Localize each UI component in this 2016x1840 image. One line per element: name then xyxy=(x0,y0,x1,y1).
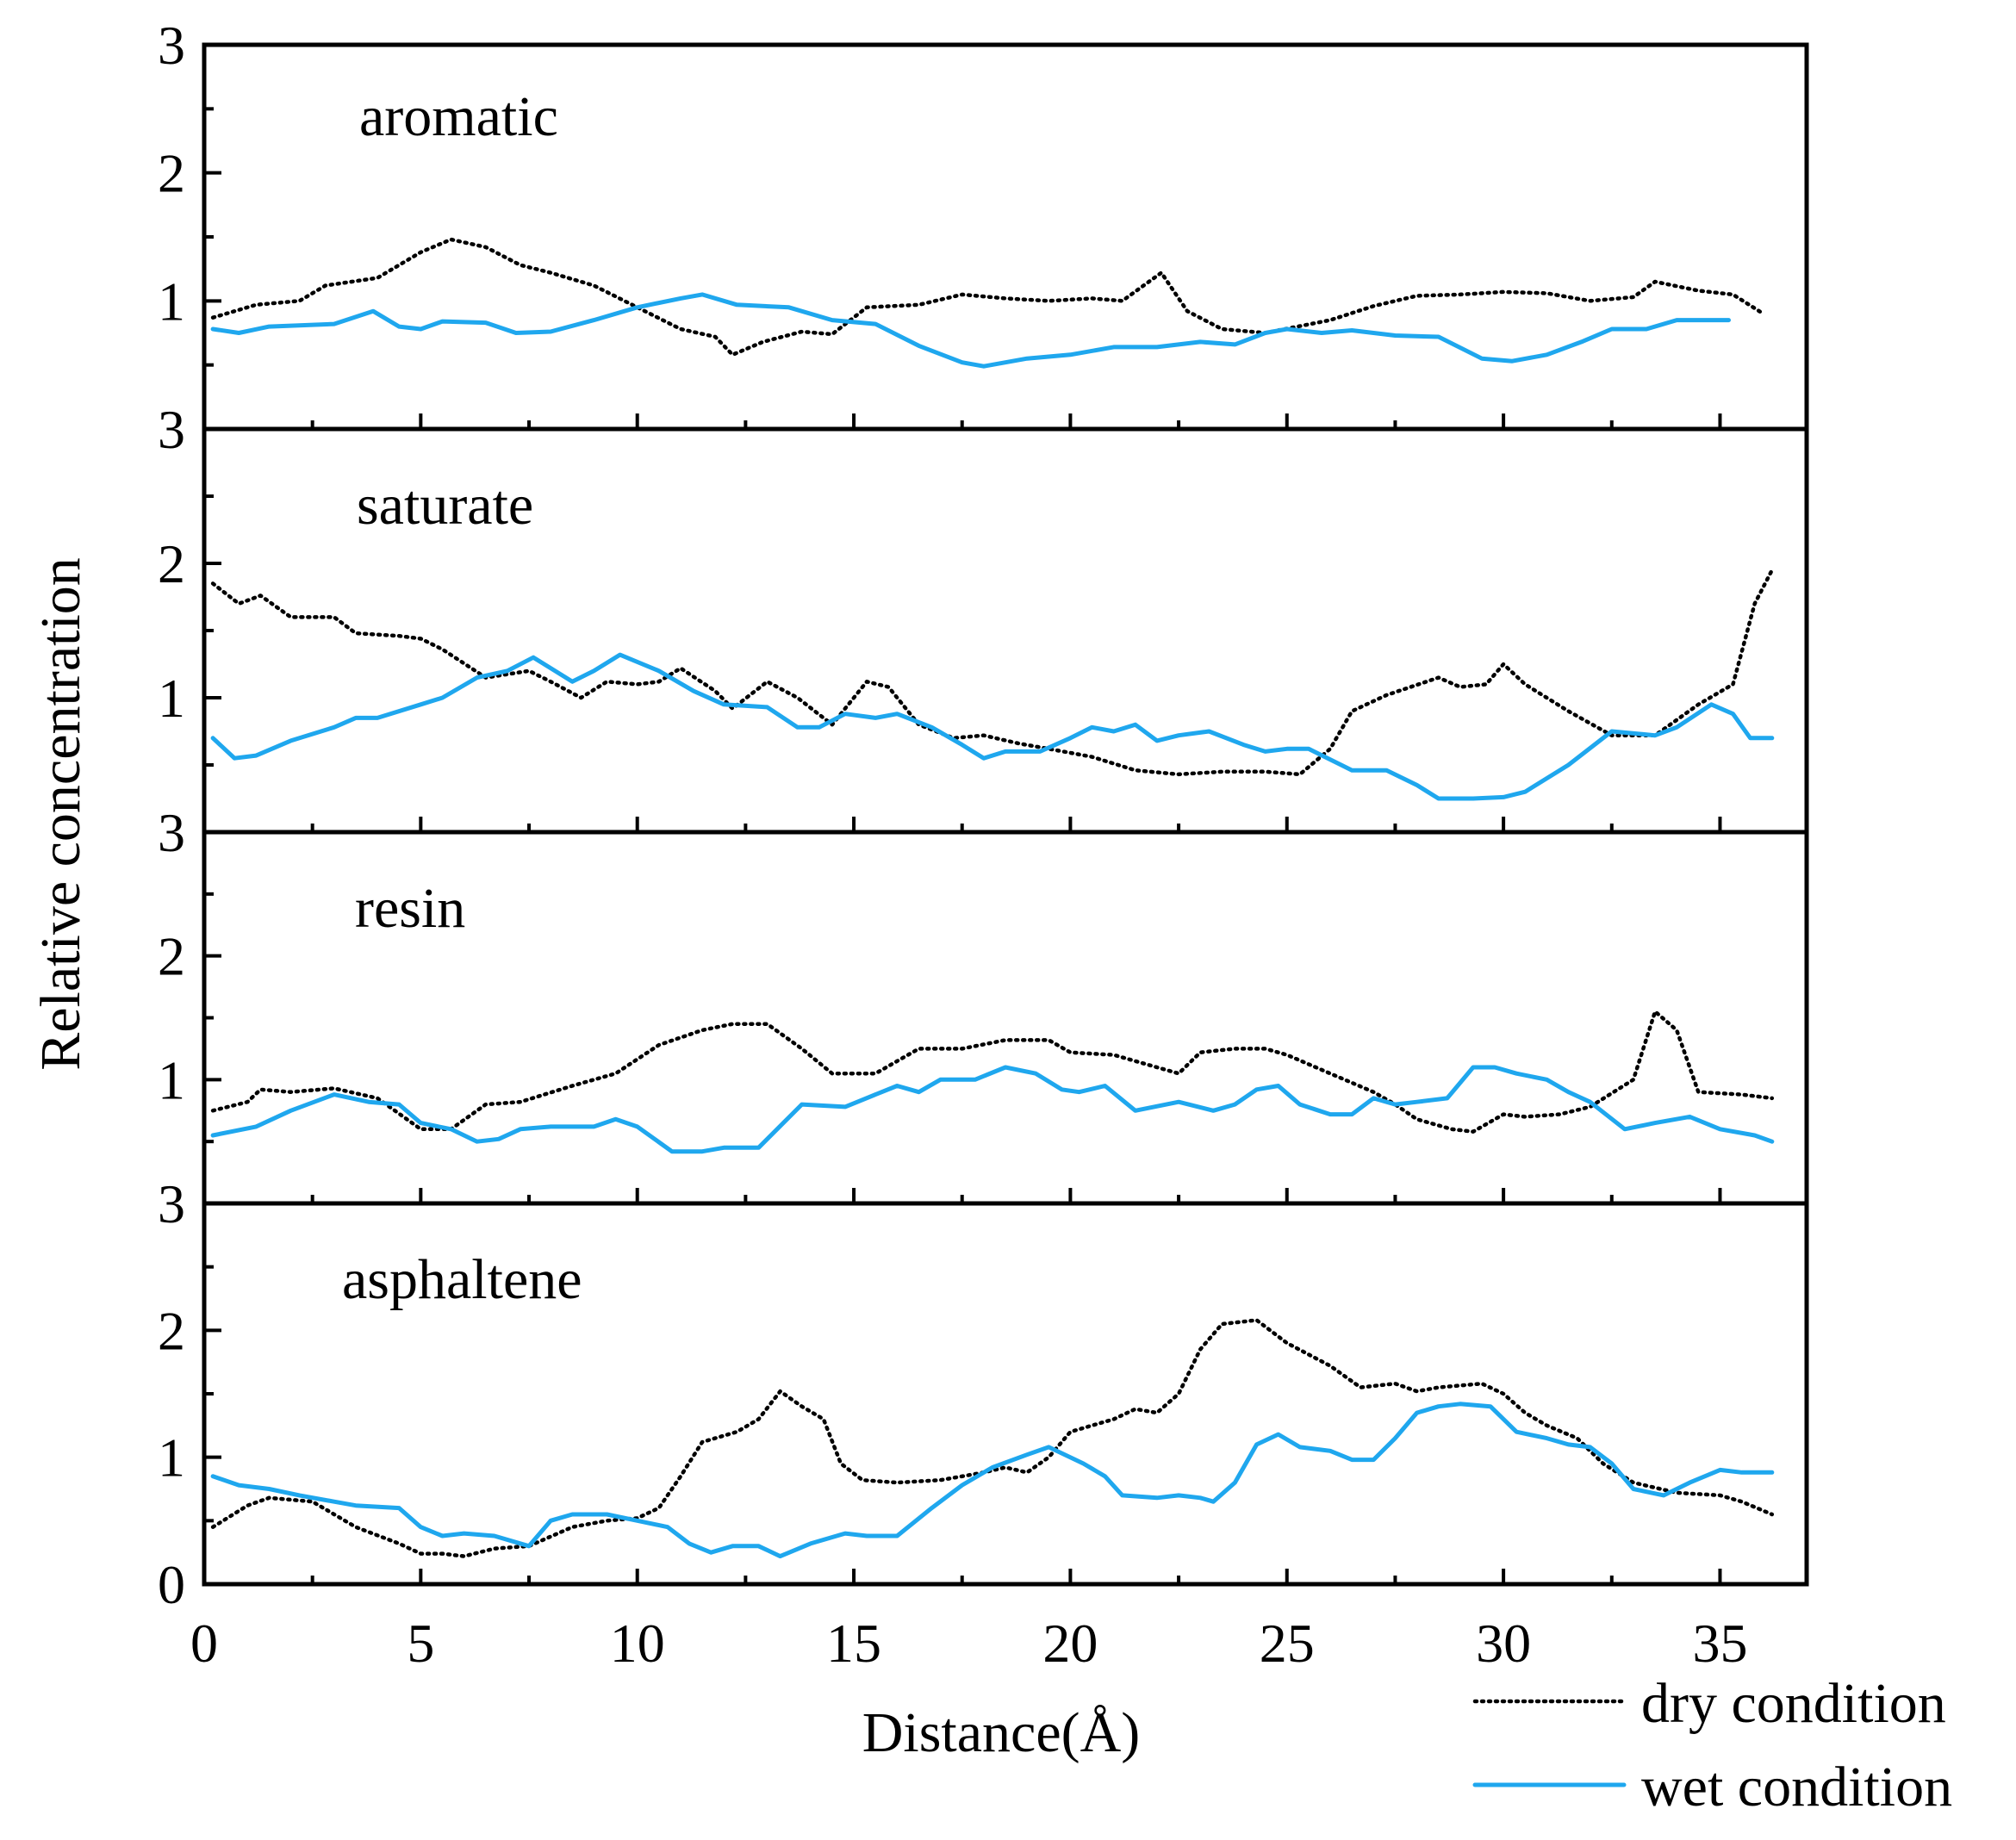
x-tick-label: 5 xyxy=(407,1613,434,1674)
y-tick-label: 0 xyxy=(158,1554,185,1615)
x-tick-label: 15 xyxy=(826,1613,881,1674)
y-axis-title: Relative concentration xyxy=(29,557,92,1071)
y-tick-label: 1 xyxy=(158,1427,185,1489)
y-tick-label: 3 xyxy=(158,399,185,460)
series-dry-asphaltene xyxy=(210,1318,1775,1558)
panel-resin: 3 2 1 resin xyxy=(158,802,1809,1206)
panel-asphaltene: 3 2 1 0 asphaltene xyxy=(158,1173,1809,1615)
series-wet-saturate xyxy=(210,652,1775,801)
series-wet-asphaltene xyxy=(210,1402,1775,1559)
series-dry-resin xyxy=(210,1010,1775,1134)
x-axis-title: Distance(Å) xyxy=(862,1701,1141,1764)
legend-dry-label: dry condition xyxy=(1641,1672,1946,1735)
series-dry-saturate xyxy=(210,568,1775,777)
y-tick-label: 2 xyxy=(158,533,185,594)
series-wet-resin xyxy=(210,1065,1775,1154)
series-wet-aromatic xyxy=(210,292,1731,369)
legend-wet-label: wet condition xyxy=(1641,1756,1952,1818)
x-tick-label: 20 xyxy=(1042,1613,1098,1674)
y-tick-label: 3 xyxy=(158,1173,185,1234)
y-tick-label: 1 xyxy=(158,270,185,332)
y-tick-label: 2 xyxy=(158,143,185,204)
y-tick-label: 1 xyxy=(158,668,185,729)
panel-label-asphaltene: asphaltene xyxy=(342,1248,582,1311)
x-tick-label: 25 xyxy=(1260,1613,1315,1674)
x-axis-ticks: 0 5 10 15 20 25 30 35 xyxy=(190,1613,1747,1674)
panel-saturate: 3 2 1 saturate xyxy=(158,399,1809,835)
panel-aromatic: 3 2 1 aromatic xyxy=(158,15,1809,432)
series-dry-aromatic xyxy=(210,237,1765,357)
y-tick-label: 2 xyxy=(158,1300,185,1361)
panel-label-saturate: saturate xyxy=(357,474,533,537)
y-tick-label: 3 xyxy=(158,15,185,76)
y-tick-label: 1 xyxy=(158,1049,185,1110)
x-tick-label: 0 xyxy=(190,1613,218,1674)
panel-label-aromatic: aromatic xyxy=(359,85,558,148)
x-tick-label: 35 xyxy=(1692,1613,1747,1674)
y-tick-label: 3 xyxy=(158,802,185,863)
x-tick-label: 30 xyxy=(1476,1613,1531,1674)
y-tick-label: 2 xyxy=(158,926,185,987)
panels-group: 3 2 1 aromatic 3 2 1 saturate 3 2 1 resin 3 2 1 0 asphal… xyxy=(158,15,1809,1615)
x-tick-label: 10 xyxy=(610,1613,665,1674)
panel-label-resin: resin xyxy=(355,877,465,940)
legend: dry condition wet condition xyxy=(1472,1672,1952,1818)
